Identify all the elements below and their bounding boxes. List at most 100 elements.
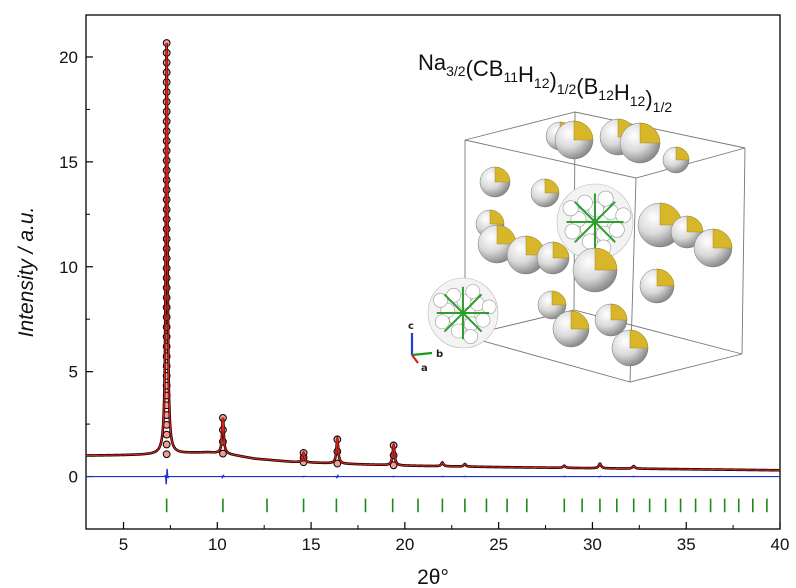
observed-point bbox=[162, 225, 171, 233]
x-tick-label: 40 bbox=[771, 535, 790, 554]
observed-point bbox=[162, 303, 171, 312]
observed-point bbox=[162, 313, 171, 322]
formula-subscript: 12 bbox=[630, 93, 646, 109]
y-tick-label: 20 bbox=[59, 48, 78, 67]
x-tick-label: 25 bbox=[489, 535, 508, 554]
x-tick-label: 5 bbox=[119, 535, 128, 554]
reflection-markers bbox=[165, 498, 768, 513]
observed-point bbox=[162, 420, 171, 429]
y-tick-label: 5 bbox=[69, 363, 78, 382]
unit-cell-edge bbox=[464, 335, 743, 383]
observed-point bbox=[162, 185, 171, 194]
y-axis-ticks: 0 5 10 15 20 bbox=[59, 48, 93, 530]
formula-subscript: 1/2 bbox=[557, 81, 577, 97]
observed-point bbox=[162, 215, 171, 224]
hydrogen-atom bbox=[608, 221, 625, 238]
y-axis-title: Intensity / a.u. bbox=[15, 207, 38, 338]
observed-point bbox=[389, 461, 398, 470]
boron-bond bbox=[594, 201, 616, 223]
y-tick-label: 10 bbox=[59, 258, 78, 277]
x-tick-label: 35 bbox=[677, 535, 696, 554]
calculated-curve bbox=[86, 43, 780, 471]
observed-point bbox=[162, 176, 171, 184]
observed-point bbox=[333, 459, 342, 468]
crystal-structure-inset: c ba bbox=[408, 111, 746, 383]
formula-text: ) bbox=[550, 68, 557, 93]
x-axis-ticks: 5 10 15 20 25 30 35 40 bbox=[119, 522, 790, 554]
boron-bond bbox=[462, 293, 483, 314]
hydrogen-atom bbox=[576, 194, 593, 211]
observed-markers bbox=[162, 39, 398, 470]
sodium-atom-cut bbox=[573, 120, 594, 141]
observed-point bbox=[162, 244, 171, 253]
hydrogen-atom bbox=[433, 293, 448, 308]
hydrogen-atom bbox=[463, 329, 478, 344]
sodium-atom-cut bbox=[686, 215, 704, 233]
sodium-atom-cut bbox=[712, 228, 733, 249]
formula-text: (CB bbox=[466, 56, 504, 81]
observed-point bbox=[162, 166, 171, 175]
hydrogen-atom bbox=[597, 190, 614, 207]
hydrogen-atom bbox=[450, 323, 466, 339]
hydrogen-atom bbox=[481, 299, 497, 315]
observed-point bbox=[219, 437, 227, 446]
observed-point bbox=[219, 425, 227, 434]
x-axis-title: 2θ° bbox=[417, 566, 449, 588]
hydrogen-atom bbox=[615, 207, 632, 224]
sodium-atom-cut bbox=[610, 303, 628, 321]
observed-point bbox=[162, 264, 171, 273]
observed-point bbox=[162, 283, 171, 292]
sodium-atom-cut bbox=[675, 146, 690, 161]
formula-subscript: 1/2 bbox=[653, 99, 673, 115]
plot-area: c ba bbox=[86, 39, 780, 513]
formula-text: H bbox=[614, 80, 630, 105]
boron-bond bbox=[462, 312, 483, 333]
sodium-atom-cut bbox=[551, 290, 567, 306]
plot-frame bbox=[85, 14, 781, 530]
observed-point bbox=[333, 447, 342, 456]
sodium-atom-cut bbox=[656, 268, 675, 287]
formula-text: Na bbox=[418, 50, 447, 75]
observed-point bbox=[219, 449, 227, 458]
difference-curve bbox=[86, 468, 780, 485]
formula-text: (B bbox=[576, 74, 598, 99]
unit-cell-edge bbox=[464, 309, 743, 355]
observed-curve bbox=[86, 42, 780, 472]
y-tick-label: 0 bbox=[69, 468, 78, 487]
y-tick-label: 15 bbox=[59, 153, 78, 172]
sodium-atom-cut bbox=[489, 209, 505, 225]
axis-letter-a: a bbox=[421, 363, 428, 374]
x-tick-label: 10 bbox=[208, 535, 227, 554]
hydrogen-atom bbox=[465, 284, 481, 299]
boron-bond bbox=[594, 221, 616, 243]
sodium-atom-cut bbox=[494, 166, 511, 183]
observed-point bbox=[162, 156, 171, 165]
boron-bond bbox=[574, 201, 596, 223]
observed-point bbox=[162, 234, 171, 243]
formula-subscript: 11 bbox=[503, 69, 518, 85]
observed-point bbox=[162, 430, 171, 439]
observed-point bbox=[162, 195, 171, 204]
sodium-atom-cut bbox=[552, 241, 570, 259]
x-tick-label: 30 bbox=[583, 535, 602, 554]
hydrogen-atom bbox=[564, 223, 581, 240]
compound-formula: Na3/2(CB11H12)1/2(B12H12)1/2 bbox=[418, 50, 672, 115]
boron-bond bbox=[443, 312, 464, 333]
unit-cell-edge bbox=[741, 147, 746, 355]
x-tick-label: 20 bbox=[395, 535, 414, 554]
observed-point bbox=[389, 451, 398, 460]
hydrogen-atom bbox=[562, 200, 579, 217]
formula-text: H bbox=[518, 62, 534, 87]
sodium-atom-cut bbox=[570, 310, 590, 330]
observed-point bbox=[162, 391, 171, 400]
axis-letter-b: b bbox=[436, 349, 443, 360]
formula-subscript: 3/2 bbox=[446, 63, 466, 79]
observed-point bbox=[162, 450, 171, 459]
observed-point bbox=[162, 293, 171, 302]
observed-point bbox=[162, 254, 171, 263]
formula-text: ) bbox=[645, 86, 652, 111]
observed-point bbox=[162, 352, 171, 361]
hydrogen-atom bbox=[475, 312, 491, 328]
sodium-atom-cut bbox=[544, 178, 560, 194]
